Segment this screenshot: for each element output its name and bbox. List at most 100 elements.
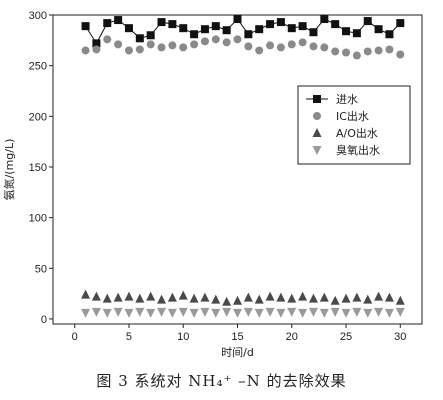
data-point: [233, 35, 242, 44]
data-point: [200, 25, 209, 34]
data-point: [211, 22, 220, 31]
data-point: [200, 37, 209, 46]
series-4: [81, 307, 405, 318]
data-point: [92, 39, 101, 48]
series-3: [81, 289, 405, 306]
data-point: [135, 307, 145, 317]
data-point: [168, 41, 177, 50]
series-1: [81, 15, 405, 48]
data-point: [91, 307, 101, 317]
data-point: [341, 308, 351, 318]
data-point: [190, 30, 199, 39]
data-point: [146, 291, 156, 301]
data-point: [342, 27, 351, 36]
data-point: [276, 43, 285, 52]
data-point: [211, 308, 221, 318]
data-point: [81, 308, 91, 318]
data-point: [330, 307, 340, 317]
data-point: [124, 308, 134, 318]
data-point: [124, 46, 133, 55]
data-point: [114, 16, 123, 25]
y-tick-label: 150: [29, 162, 47, 174]
data-point: [309, 42, 318, 51]
data-point: [114, 40, 123, 49]
legend-marker: [312, 128, 322, 137]
data-point: [255, 46, 264, 55]
data-point: [211, 294, 221, 304]
x-tick-label: 25: [340, 331, 352, 343]
data-point: [352, 29, 361, 38]
data-point: [146, 308, 156, 318]
data-point: [309, 28, 318, 37]
data-point: [363, 308, 373, 318]
data-point: [396, 19, 405, 28]
data-point: [255, 25, 264, 34]
x-tick-label: 15: [231, 331, 243, 343]
x-axis-title: 时间/d: [221, 346, 254, 359]
y-tick-label: 250: [29, 61, 47, 73]
data-point: [266, 20, 275, 29]
data-point: [287, 307, 297, 317]
data-point: [319, 292, 329, 302]
y-tick-label: 300: [29, 10, 47, 22]
series-2: [81, 35, 405, 60]
data-point: [331, 47, 340, 56]
data-point: [265, 291, 275, 301]
y-axis-title: 氨氮/(mg/L): [2, 139, 16, 201]
data-point: [243, 292, 253, 302]
data-point: [385, 30, 394, 39]
y-tick-label: 0: [41, 314, 47, 326]
data-point: [157, 18, 166, 27]
data-point: [211, 35, 220, 44]
legend-marker: [313, 112, 321, 120]
data-point: [320, 15, 329, 24]
data-point: [222, 307, 232, 317]
data-point: [341, 293, 351, 303]
data-point: [243, 307, 253, 317]
data-point: [298, 38, 307, 47]
data-point: [167, 292, 177, 302]
data-point: [308, 307, 318, 317]
data-point: [244, 30, 253, 39]
data-point: [189, 308, 199, 318]
data-point: [266, 41, 275, 50]
y-tick-label: 200: [29, 111, 47, 123]
data-point: [298, 291, 308, 301]
data-point: [157, 307, 167, 317]
data-point: [179, 43, 188, 52]
data-point: [190, 40, 199, 49]
data-point: [146, 31, 155, 40]
data-point: [287, 293, 297, 303]
data-point: [92, 45, 101, 54]
data-point: [374, 46, 383, 55]
data-point: [135, 293, 145, 303]
x-tick-label: 5: [126, 331, 132, 343]
data-point: [157, 294, 167, 304]
data-point: [276, 308, 286, 318]
data-point: [331, 20, 340, 29]
data-point: [342, 48, 351, 57]
data-point: [374, 291, 384, 301]
data-point: [352, 307, 362, 317]
y-tick-label: 100: [29, 213, 47, 225]
data-point: [396, 50, 405, 59]
data-point: [81, 22, 90, 31]
chart: 0 5 10 15 20 25 30050100150200250300时间/d氨氮/(mg…: [2, 10, 423, 359]
data-point: [298, 22, 307, 31]
data-point: [146, 40, 155, 49]
x-tick-label: 20: [286, 331, 298, 343]
figure-caption: 图 3 系统对 NH₄⁺ –N 的去除效果: [96, 372, 347, 390]
data-point: [395, 307, 405, 317]
data-point: [395, 295, 405, 305]
data-point: [384, 308, 394, 318]
data-point: [178, 290, 188, 300]
data-point: [276, 292, 286, 302]
data-point: [124, 291, 134, 301]
data-point: [276, 18, 285, 27]
data-point: [103, 19, 112, 28]
data-point: [113, 292, 123, 302]
data-point: [157, 43, 166, 52]
data-point: [287, 24, 296, 33]
data-point: [200, 292, 210, 302]
